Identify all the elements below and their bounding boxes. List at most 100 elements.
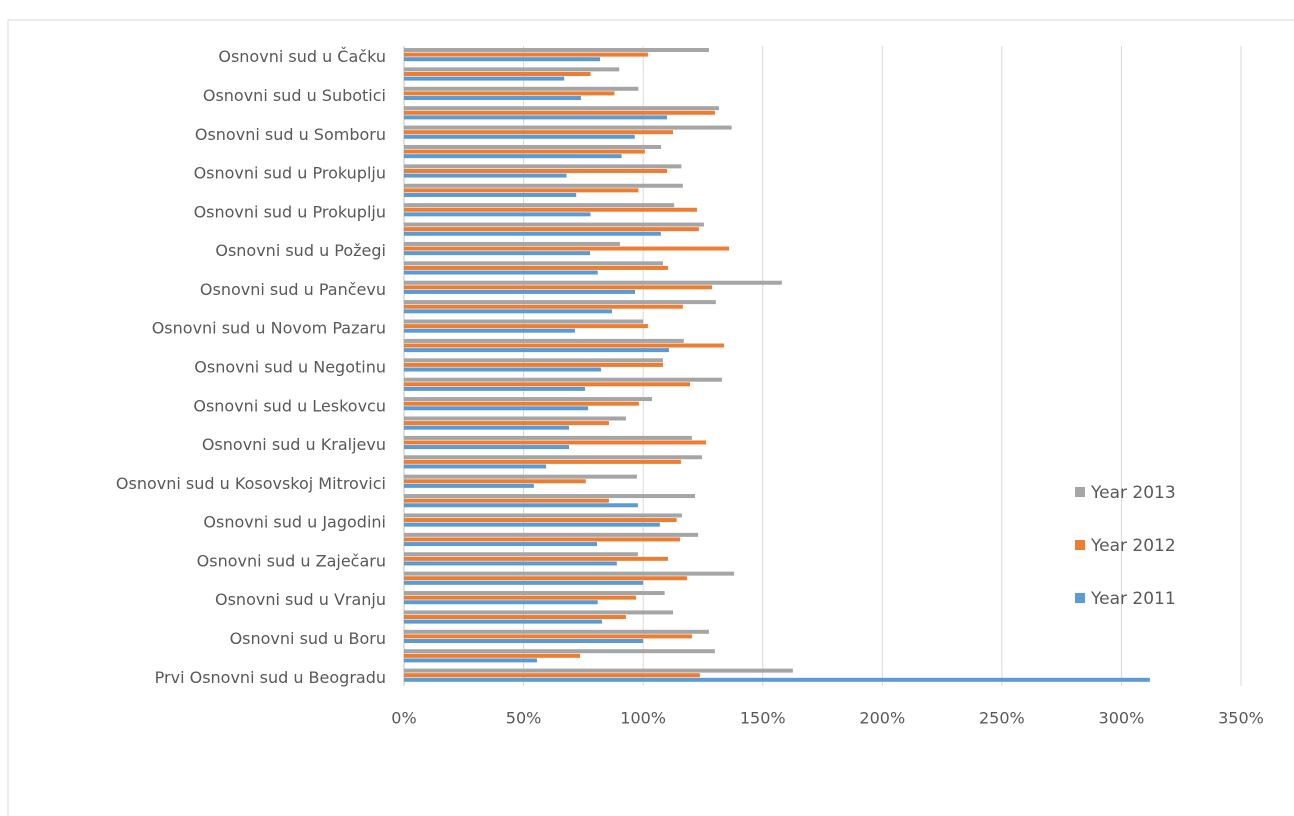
- bar: [404, 319, 644, 324]
- bar: [404, 304, 683, 309]
- bar: [404, 382, 691, 387]
- bar: [404, 231, 661, 236]
- bar: [404, 52, 648, 57]
- bar: [404, 483, 534, 488]
- bar: [404, 677, 1150, 682]
- bar: [404, 358, 663, 363]
- x-tick-label: 200%: [859, 709, 905, 728]
- bar: [404, 270, 598, 275]
- legend-swatch: [1075, 540, 1085, 550]
- bar: [404, 537, 680, 542]
- bar: [404, 421, 609, 426]
- y-tick-label: Osnovni sud u Negotinu: [194, 358, 386, 377]
- bar: [404, 591, 665, 596]
- bar: [404, 324, 648, 329]
- y-tick-label: Osnovni sud u Novom Pazaru: [152, 319, 386, 338]
- bar: [404, 494, 696, 499]
- bar: [404, 265, 669, 270]
- bar: [404, 600, 598, 605]
- bar: [404, 280, 782, 285]
- bar: [404, 397, 652, 402]
- bar: [404, 110, 715, 115]
- x-tick-label: 250%: [979, 709, 1025, 728]
- bar: [404, 300, 716, 305]
- bar: [404, 435, 692, 440]
- y-tick-label: Osnovni sud u Somboru: [195, 125, 386, 144]
- bar: [404, 154, 622, 159]
- bar: [404, 459, 681, 464]
- bar: [404, 203, 675, 208]
- bar: [404, 615, 626, 620]
- bar: [404, 629, 709, 634]
- bar: [404, 503, 638, 508]
- bar: [404, 246, 729, 251]
- bar: [404, 48, 709, 52]
- bar: [404, 57, 601, 62]
- bar: [404, 542, 597, 547]
- bar: [404, 91, 615, 96]
- bar: [404, 188, 639, 193]
- x-tick-label: 350%: [1218, 709, 1264, 728]
- bar: [404, 479, 586, 484]
- y-tick-label: Osnovni sud u Subotici: [203, 86, 386, 105]
- legend-swatch: [1075, 487, 1085, 497]
- bar: [404, 580, 644, 585]
- bar: [404, 115, 668, 120]
- bar: [404, 595, 636, 600]
- legend-label: Year 2013: [1090, 483, 1176, 503]
- bar: [404, 445, 570, 450]
- bar: [404, 610, 674, 615]
- y-tick-label: Osnovni sud u Prokuplju: [194, 164, 386, 183]
- chart-frame: [7, 19, 1294, 816]
- bar: [404, 673, 700, 678]
- bar: [404, 173, 567, 178]
- bar: [404, 183, 683, 188]
- bar: [404, 571, 735, 576]
- y-tick-label: Osnovni sud u Požegi: [215, 241, 386, 260]
- bar: [404, 130, 674, 135]
- bar: [404, 639, 644, 644]
- x-tick-label: 50%: [506, 709, 542, 728]
- bar: [404, 425, 570, 430]
- bar: [404, 532, 699, 537]
- y-tick-label: Osnovni sud u Kraljevu: [202, 435, 386, 454]
- bar: [404, 67, 620, 72]
- bar: [404, 556, 669, 561]
- legend-label: Year 2012: [1090, 536, 1176, 556]
- bar: [404, 401, 639, 406]
- bar: [404, 134, 635, 139]
- y-tick-label: Osnovni sud u Kosovskoj Mitrovici: [116, 474, 386, 493]
- bar: [404, 328, 575, 333]
- bar: [404, 498, 609, 503]
- x-tick-label: 100%: [620, 709, 666, 728]
- bar: [404, 289, 636, 294]
- bar: [404, 309, 613, 314]
- bar: [404, 552, 638, 557]
- bar: [404, 440, 707, 445]
- bar: [404, 241, 620, 246]
- bar: [404, 362, 663, 367]
- bar: [404, 634, 692, 639]
- bar: [404, 343, 724, 348]
- bar: [404, 106, 719, 111]
- bar: [404, 653, 581, 658]
- bar: [404, 377, 723, 382]
- bar: [404, 649, 715, 654]
- y-tick-label: Osnovni sud u Prokuplju: [194, 202, 386, 221]
- y-tick-label: Prvi Osnovni sud u Beogradu: [155, 668, 386, 687]
- bar: [404, 522, 660, 527]
- bar: [404, 348, 669, 353]
- bar: [404, 125, 732, 130]
- bar: [404, 86, 639, 91]
- bar: [404, 668, 793, 673]
- legend-label: Year 2011: [1090, 589, 1176, 609]
- bar: [404, 261, 663, 266]
- bar: [404, 518, 677, 523]
- bar: [404, 144, 662, 149]
- x-tick-label: 0%: [391, 709, 416, 728]
- bar: [404, 207, 697, 212]
- bar: [404, 192, 577, 197]
- bar: [404, 455, 702, 460]
- bar: [404, 576, 687, 581]
